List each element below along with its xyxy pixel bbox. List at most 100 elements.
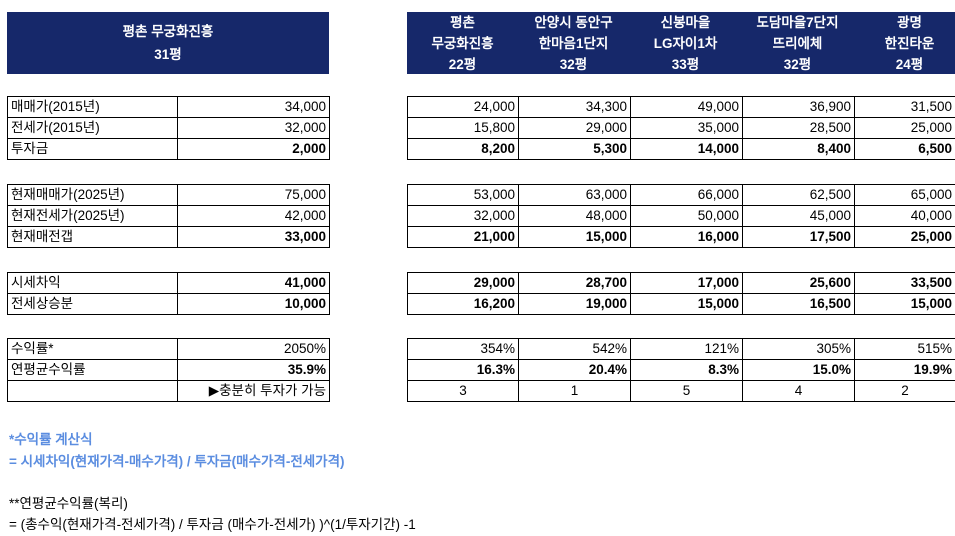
comparison-header-line2: 한진타운 (884, 35, 935, 51)
comparison-value: 15.0% (742, 359, 855, 381)
comparison-value: 63,000 (518, 184, 631, 206)
table-row: 현재전세가(2025년) 42,000 (7, 205, 330, 227)
row-label: 현재전세가(2025년) (7, 205, 178, 227)
comparison-value: 34,300 (518, 96, 631, 118)
row-label: 수익률* (7, 338, 178, 360)
comparison-value: 305% (742, 338, 855, 360)
comparison-header-line3: 32평 (559, 56, 588, 72)
table-row: ▶충분히 투자가 가능 (7, 380, 330, 402)
comparison-value: 5,300 (518, 138, 631, 160)
table-row: 전세상승분 10,000 (7, 293, 330, 315)
row-label: 시세차익 (7, 272, 178, 294)
table-row: 8,200 5,300 14,000 8,400 6,500 (407, 138, 955, 160)
table-row: 연평균수익률 35.9% (7, 359, 330, 381)
comparison-header-line1: 광명 (897, 14, 922, 30)
comparison-header-line1: 안양시 동안구 (534, 14, 613, 30)
main-value: 32,000 (177, 117, 330, 139)
table-row: 32,000 48,000 50,000 45,000 40,000 (407, 205, 955, 227)
table-row: 16.3% 20.4% 8.3% 15.0% 19.9% (407, 359, 955, 381)
main-table: 현재매매가(2025년) 75,000 현재전세가(2025년) 42,000 현재매전… (7, 184, 330, 248)
comparison-value: 15,000 (854, 293, 955, 315)
comparison-value: 24,000 (407, 96, 519, 118)
main-header-name: 평촌 무궁화진흥 (122, 24, 214, 39)
comparison-value: 19.9% (854, 359, 955, 381)
rank-value: 3 (407, 380, 519, 402)
table-row: 354% 542% 121% 305% 515% (407, 338, 955, 360)
main-value: 41,000 (177, 272, 330, 294)
comparison-value: 15,000 (630, 293, 743, 315)
main-table: 시세차익 41,000 전세상승분 10,000 (7, 272, 330, 315)
main-value: ▶충분히 투자가 가능 (177, 380, 330, 402)
comparison-header-line2: 무궁화진흥 (431, 35, 494, 51)
main-value: 2050% (177, 338, 330, 360)
main-value: 33,000 (177, 226, 330, 248)
comparison-header-line3: 24평 (895, 56, 924, 72)
comparison-header-line2: LG자이1차 (653, 35, 718, 51)
table-row: 16,200 19,000 15,000 16,500 15,000 (407, 293, 955, 315)
table-row: 시세차익 41,000 (7, 272, 330, 294)
note-annual-title: **연평균수익률(복리) (9, 496, 128, 511)
main-value: 2,000 (177, 138, 330, 160)
comparison-table: 53,000 63,000 66,000 62,500 65,000 32,000 48,0… (407, 184, 955, 248)
table-row: 24,000 34,300 49,000 36,900 31,500 (407, 96, 955, 118)
rank-value: 1 (518, 380, 631, 402)
comparison-value: 17,500 (742, 226, 855, 248)
comparison-value: 19,000 (518, 293, 631, 315)
comparison-value: 36,900 (742, 96, 855, 118)
comparison-value: 6,500 (854, 138, 955, 160)
main-value: 34,000 (177, 96, 330, 118)
comparison-table: 354% 542% 121% 305% 515% 16.3% 20.4% 8.3% 15.0% 1… (407, 338, 955, 402)
comparison-header-line1: 도담마을7단지 (756, 14, 839, 30)
comparison-value: 65,000 (854, 184, 955, 206)
note-annual-formula: = (총수익(현재가격-전세가격) / 투자금 (매수가-전세가) )^(1/투… (9, 517, 416, 532)
row-label (7, 380, 178, 402)
comparison-value: 16,500 (742, 293, 855, 315)
table-row: 전세가(2015년) 32,000 (7, 117, 330, 139)
comparison-value: 16,200 (407, 293, 519, 315)
comparison-value: 25,000 (854, 226, 955, 248)
comparison-value: 542% (518, 338, 631, 360)
main-value: 75,000 (177, 184, 330, 206)
comparison-value: 121% (630, 338, 743, 360)
comparison-header-line3: 32평 (783, 56, 812, 72)
comparison-value: 14,000 (630, 138, 743, 160)
main-value: 10,000 (177, 293, 330, 315)
comparison-value: 16,000 (630, 226, 743, 248)
comparison-table: 24,000 34,300 49,000 36,900 31,500 15,800 29,0… (407, 96, 955, 160)
comparison-value: 35,000 (630, 117, 743, 139)
comparison-value: 354% (407, 338, 519, 360)
table-row: 53,000 63,000 66,000 62,500 65,000 (407, 184, 955, 206)
row-label: 전세가(2015년) (7, 117, 178, 139)
comparison-value: 29,000 (407, 272, 519, 294)
comparison-header-col: 평촌 무궁화진흥 22평 (407, 12, 518, 74)
row-label: 투자금 (7, 138, 178, 160)
comparison-header-col: 도담마을7단지 뜨리에체 32평 (742, 12, 853, 74)
comparison-value: 33,500 (854, 272, 955, 294)
row-label: 매매가(2015년) (7, 96, 178, 118)
table-row: 현재매매가(2025년) 75,000 (7, 184, 330, 206)
comparison-value: 17,000 (630, 272, 743, 294)
comparison-header-line2: 한마음1단지 (538, 35, 609, 51)
table-row: 현재매전갭 33,000 (7, 226, 330, 248)
note-formula: = 시세차익(현재가격-매수가격) / 투자금(매수가격-전세가격) (9, 454, 345, 469)
row-label: 현재매전갭 (7, 226, 178, 248)
comparison-header-line3: 33평 (671, 56, 700, 72)
comparison-value: 8,200 (407, 138, 519, 160)
comparison-value: 66,000 (630, 184, 743, 206)
row-label: 현재매매가(2025년) (7, 184, 178, 206)
comparison-value: 48,000 (518, 205, 631, 227)
rank-value: 5 (630, 380, 743, 402)
comparison-value: 28,500 (742, 117, 855, 139)
comparison-value: 15,000 (518, 226, 631, 248)
comparison-header-line1: 신봉마을 (660, 14, 711, 30)
comparison-value: 25,000 (854, 117, 955, 139)
main-value: 42,000 (177, 205, 330, 227)
comparison-value: 31,500 (854, 96, 955, 118)
main-header: 평촌 무궁화진흥 31평 (7, 12, 329, 74)
comparison-header (407, 12, 955, 74)
comparison-value: 8.3% (630, 359, 743, 381)
table-row: 29,000 28,700 17,000 25,600 33,500 (407, 272, 955, 294)
table-row: 수익률* 2050% (7, 338, 330, 360)
